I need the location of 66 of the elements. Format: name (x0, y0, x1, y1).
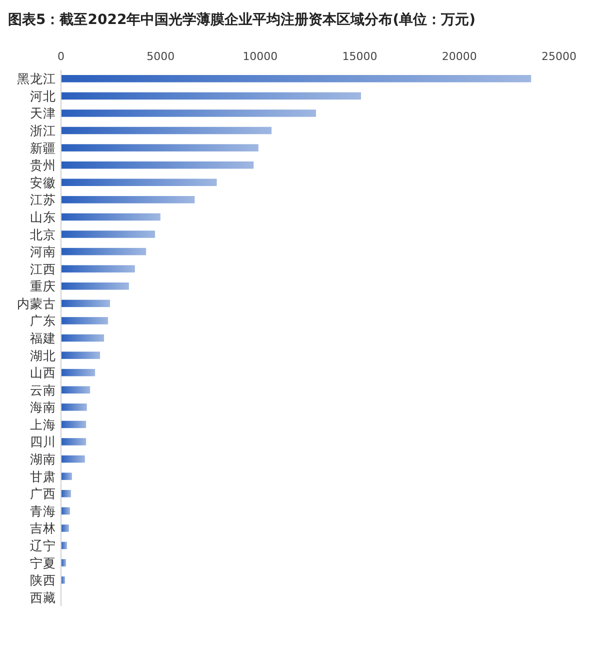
bar (61, 282, 129, 290)
bar (61, 178, 217, 186)
y-tick-label: 湖南 (30, 452, 56, 467)
bar (61, 386, 90, 394)
y-tick-label: 新疆 (30, 140, 56, 156)
bar (61, 334, 104, 342)
bar (61, 161, 254, 169)
y-tick-label: 河南 (30, 244, 56, 260)
y-tick-label: 内蒙古 (17, 296, 56, 311)
bar (61, 524, 69, 532)
bar (61, 265, 135, 272)
x-tick-label: 5000 (146, 50, 175, 63)
bar (61, 559, 66, 566)
y-tick-label: 重庆 (30, 278, 56, 294)
y-tick-label: 广西 (30, 486, 56, 502)
bar (61, 455, 85, 463)
y-tick-label: 海南 (30, 400, 56, 415)
bar (61, 438, 86, 446)
x-tick-label: 25000 (542, 50, 576, 63)
y-tick-label: 吉林 (30, 520, 56, 536)
bar (61, 404, 87, 411)
bar (61, 507, 70, 515)
bar (61, 368, 96, 376)
y-tick-label: 贵州 (30, 158, 56, 173)
x-tick-label: 0 (58, 50, 64, 63)
y-tick-label: 陕西 (30, 572, 56, 588)
y-tick-label: 宁夏 (30, 555, 56, 570)
y-tick-label: 江西 (30, 261, 56, 276)
bar (61, 490, 71, 498)
y-tick-label: 安徽 (30, 174, 56, 190)
y-tick-label: 甘肃 (30, 468, 56, 484)
y-tick-label: 广东 (30, 313, 56, 328)
bar (61, 420, 86, 428)
y-tick-label: 上海 (30, 416, 56, 432)
x-tick-label: 10000 (242, 50, 278, 63)
x-tick-label: 20000 (442, 50, 477, 63)
bar (61, 317, 108, 324)
y-tick-label: 浙江 (30, 123, 56, 138)
bar (61, 144, 258, 152)
y-tick-label: 黑龙江 (17, 71, 56, 86)
y-tick-label: 山东 (30, 209, 56, 224)
y-tick-label: 辽宁 (30, 538, 56, 553)
bar (61, 472, 72, 480)
y-tick-label: 河北 (30, 88, 56, 104)
y-tick-label: 青海 (30, 503, 56, 518)
x-tick-label: 15000 (342, 50, 378, 63)
y-tick-label: 山西 (30, 365, 56, 380)
chart-title: 图表5：截至2022年中国光学薄膜企业平均注册资本区域分布(单位：万元) (8, 11, 476, 28)
bar (61, 213, 160, 221)
bar (61, 248, 146, 256)
y-tick-label: 天津 (30, 106, 56, 121)
y-tick-label: 湖北 (30, 348, 56, 363)
y-tick-label: 福建 (30, 330, 56, 346)
bar (61, 300, 110, 308)
bar (61, 352, 100, 359)
bar (61, 110, 316, 117)
y-tick-label: 江苏 (30, 192, 56, 208)
bar (61, 196, 195, 204)
bar (61, 75, 532, 82)
bar (61, 126, 272, 134)
y-tick-label: 北京 (30, 226, 56, 242)
y-tick-label: 西藏 (30, 590, 56, 605)
bar (61, 230, 156, 238)
y-tick-label: 四川 (30, 434, 56, 450)
y-tick-label: 云南 (30, 382, 56, 398)
bar (61, 92, 361, 100)
